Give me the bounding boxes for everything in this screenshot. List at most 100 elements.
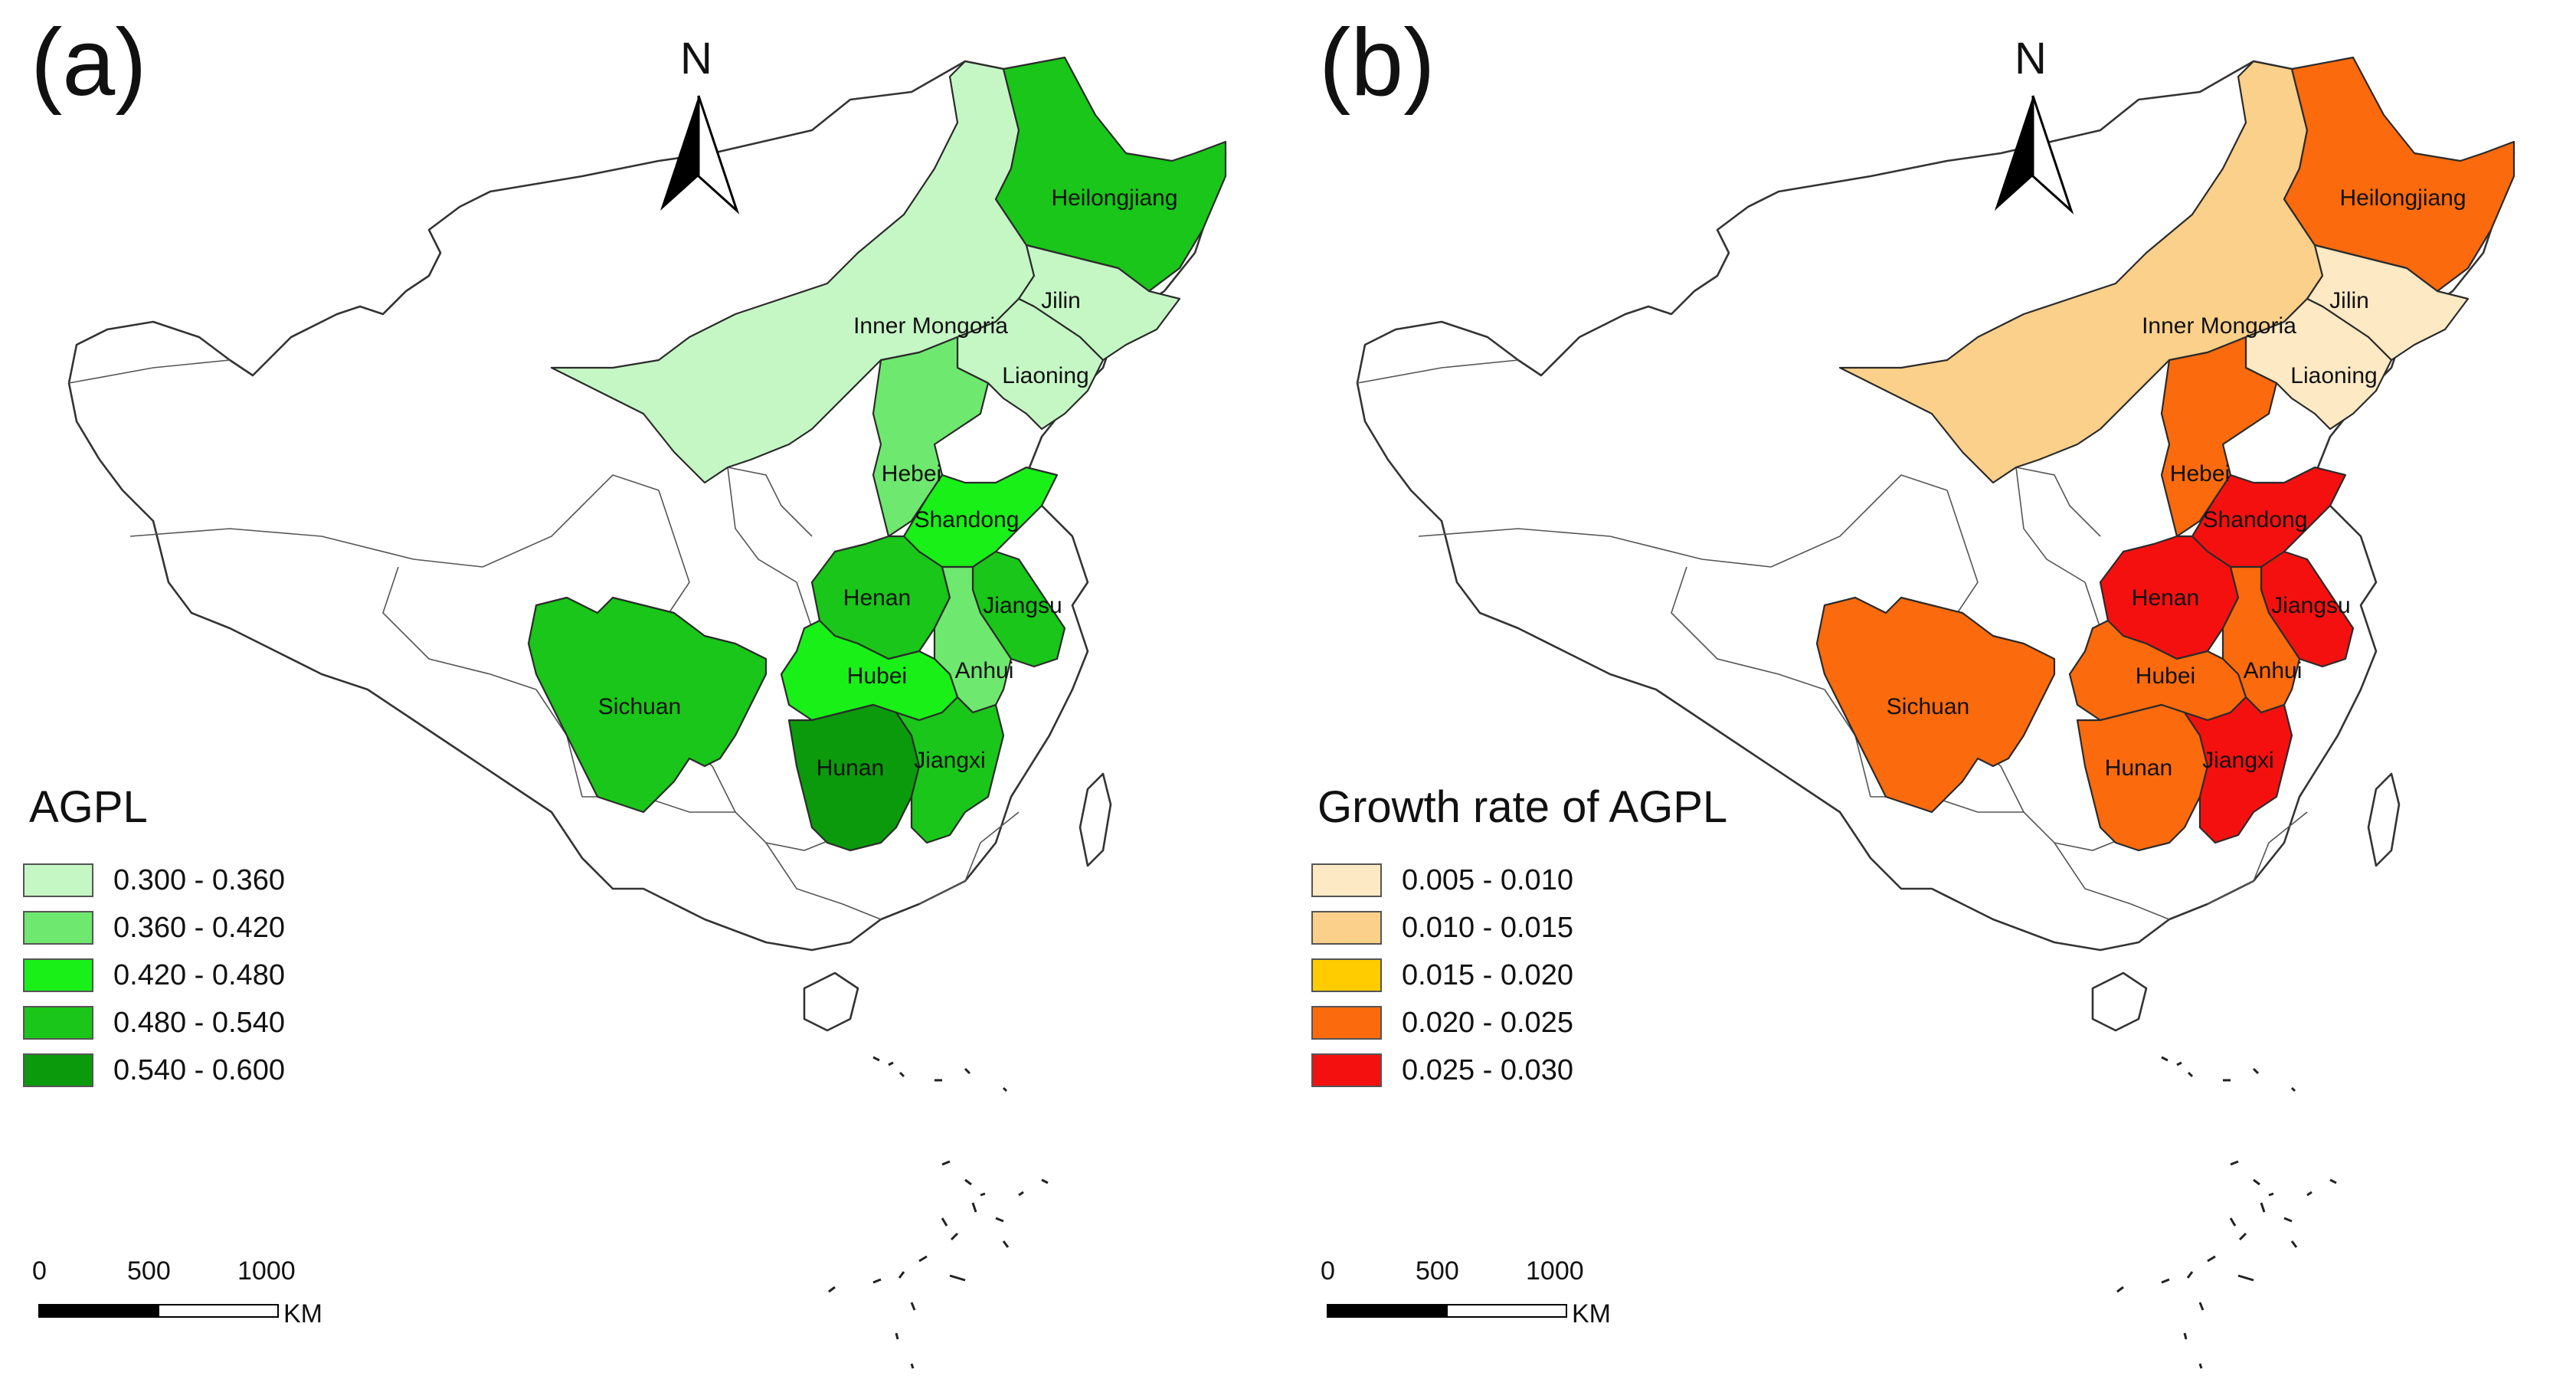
province-sichuan [1815, 596, 2056, 814]
label-jilin: Jilin [1041, 288, 1081, 313]
legend-swatch [23, 1006, 93, 1040]
legend-item: 0.020 - 0.025 [1311, 999, 1573, 1047]
legend: 0.005 - 0.010 0.010 - 0.015 0.015 - 0.02… [1311, 857, 1573, 1094]
province-jiangxi [2183, 696, 2293, 844]
label-inner-mongoria: Inner Mongoria [2142, 313, 2296, 339]
legend-item: 0.015 - 0.020 [1311, 952, 1573, 999]
legend-range: 0.020 - 0.025 [1402, 1006, 1573, 1039]
legend-range: 0.420 - 0.480 [113, 958, 285, 991]
legend-swatch [1311, 911, 1382, 945]
north-arrow-icon [1995, 95, 2074, 215]
legend-swatch [1311, 1053, 1382, 1087]
label-jiangxi: Jiangxi [2202, 748, 2273, 773]
label-henan: Henan [843, 585, 911, 611]
hainan-island [2091, 971, 2148, 1032]
scale-tick-500: 500 [127, 1256, 171, 1286]
label-liaoning: Liaoning [1002, 363, 1088, 388]
map-panel-b: Heilongjiang Jilin Inner Mongoria Liaoni… [1288, 0, 2576, 1389]
china-outline [1356, 60, 2515, 952]
legend-swatch [23, 958, 93, 992]
legend-range: 0.360 - 0.420 [113, 911, 285, 944]
label-jiangsu: Jiangsu [2271, 593, 2350, 618]
legend-swatch [1311, 863, 1382, 897]
china-map-a: Heilongjiang Jilin Inner Mongoria Liaoni… [67, 56, 1227, 1369]
label-hunan: Hunan [2105, 755, 2172, 781]
scale-bar: 0 500 1000 KM [1321, 1256, 1611, 1328]
legend-range: 0.015 - 0.020 [1402, 958, 1573, 991]
legend-item: 0.025 - 0.030 [1311, 1047, 1573, 1094]
label-heilongjiang: Heilongjiang [1051, 185, 1177, 211]
label-jiangxi: Jiangxi [914, 748, 985, 773]
label-hebei: Hebei [882, 461, 941, 486]
north-arrow-icon [660, 95, 740, 215]
legend-item: 0.420 - 0.480 [23, 952, 285, 999]
legend-item: 0.480 - 0.540 [23, 999, 285, 1047]
province-heilongjiang [994, 56, 1227, 293]
label-henan: Henan [2132, 585, 2199, 611]
label-liaoning: Liaoning [2290, 363, 2377, 388]
panel-label: (a) [31, 10, 147, 116]
scale-bar: 0 500 1000 KM [32, 1256, 322, 1328]
legend-item: 0.005 - 0.010 [1311, 857, 1573, 904]
hainan-island [803, 971, 859, 1032]
south-sea-islands [2116, 1056, 2337, 1369]
province-hunan [2076, 703, 2209, 852]
province-sichuan [527, 596, 768, 814]
legend-swatch [1311, 958, 1382, 992]
scale-bar-black [1327, 1304, 1448, 1318]
legend-range: 0.025 - 0.030 [1402, 1053, 1573, 1086]
panel-label: (b) [1319, 10, 1435, 116]
label-sichuan: Sichuan [1887, 694, 1969, 719]
legend-range: 0.480 - 0.540 [113, 1006, 285, 1039]
scale-tick-1000: 1000 [1526, 1256, 1584, 1286]
china-map-b: Heilongjiang Jilin Inner Mongoria Liaoni… [1356, 56, 2515, 1369]
label-hubei: Hubei [2136, 663, 2195, 689]
legend-item: 0.360 - 0.420 [23, 904, 285, 952]
legend-item: 0.010 - 0.015 [1311, 904, 1573, 952]
legend-item: 0.540 - 0.600 [23, 1047, 285, 1094]
north-label: N [680, 34, 712, 84]
province-hunan [787, 703, 921, 852]
label-sichuan: Sichuan [598, 694, 681, 719]
taiwan-island [2367, 772, 2401, 867]
south-sea-islands [828, 1056, 1049, 1369]
label-shandong: Shandong [915, 507, 1020, 532]
legend-range: 0.300 - 0.360 [113, 863, 285, 896]
china-outline [67, 60, 1227, 952]
scale-tick-1000: 1000 [237, 1256, 296, 1286]
province-heilongjiang [2283, 56, 2515, 293]
label-jiangsu: Jiangsu [983, 593, 1062, 618]
label-hebei: Hebei [2170, 461, 2230, 486]
legend-swatch [23, 1053, 93, 1087]
scale-tick-500: 500 [1416, 1256, 1459, 1286]
legend-swatch [1311, 1006, 1382, 1040]
legend-swatch [23, 911, 93, 945]
scale-bar-black [38, 1304, 159, 1318]
legend: 0.300 - 0.360 0.360 - 0.420 0.420 - 0.48… [23, 857, 285, 1094]
legend-swatch [23, 863, 93, 897]
legend-range: 0.005 - 0.010 [1402, 863, 1573, 896]
label-hubei: Hubei [847, 663, 907, 689]
label-shandong: Shandong [2203, 507, 2308, 532]
label-hunan: Hunan [817, 755, 884, 781]
label-heilongjiang: Heilongjiang [2339, 185, 2466, 211]
legend-item: 0.300 - 0.360 [23, 857, 285, 904]
scale-tick-0: 0 [32, 1256, 47, 1286]
legend-range: 0.010 - 0.015 [1402, 911, 1573, 944]
label-anhui: Anhui [955, 658, 1014, 683]
map-panel-a: Heilongjiang Jilin Inner Mongoria Liaoni… [23, 10, 1227, 1369]
scale-unit: KM [1572, 1299, 1611, 1328]
taiwan-island [1079, 772, 1112, 867]
legend-title: AGPL [29, 782, 148, 832]
legend-range: 0.540 - 0.600 [113, 1053, 285, 1086]
label-anhui: Anhui [2244, 658, 2303, 683]
label-inner-mongoria: Inner Mongoria [853, 313, 1008, 339]
scale-unit: KM [283, 1299, 322, 1328]
north-label: N [2015, 34, 2047, 84]
scale-bar-white [1446, 1304, 1567, 1318]
label-jilin: Jilin [2329, 288, 2369, 313]
scale-tick-0: 0 [1321, 1256, 1335, 1286]
province-jiangxi [895, 696, 1005, 844]
scale-bar-white [158, 1304, 279, 1318]
legend-title: Growth rate of AGPL [1317, 782, 1728, 832]
